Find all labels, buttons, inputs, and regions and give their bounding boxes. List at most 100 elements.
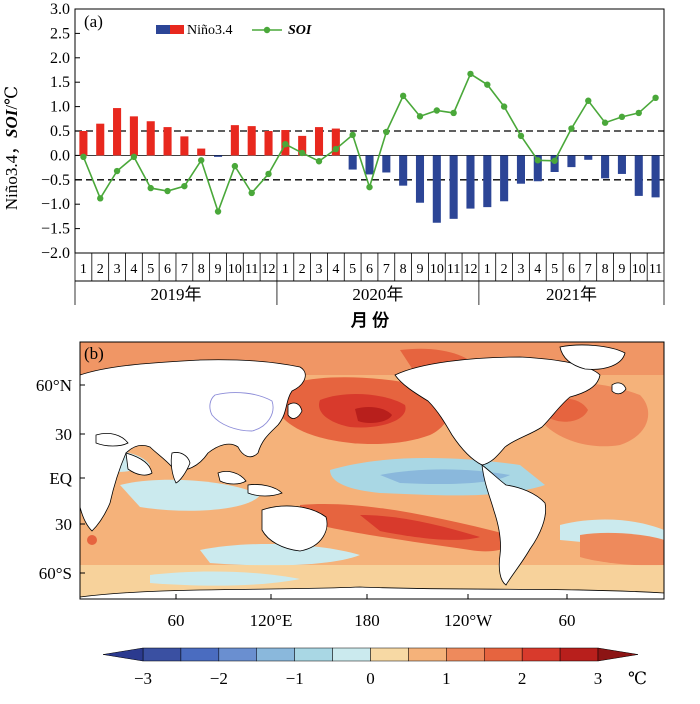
soi-point <box>568 125 575 132</box>
month-label: 9 <box>618 262 625 277</box>
soi-point <box>349 131 356 139</box>
month-label: 6 <box>366 262 373 277</box>
month-label: 9 <box>416 262 423 277</box>
month-label: 8 <box>602 262 609 277</box>
soi-point <box>80 153 87 161</box>
colorbar-high-arrow <box>597 647 639 662</box>
y-axis-title-part-c: /℃ <box>2 86 21 110</box>
soi-point <box>450 109 457 117</box>
month-label: 9 <box>215 262 222 277</box>
soi-point <box>517 132 525 140</box>
y-tick-label: −1.0 <box>41 196 70 213</box>
soi-point <box>181 182 188 190</box>
month-label: 6 <box>568 262 575 277</box>
y-tick-label: 2.0 <box>50 50 70 67</box>
soi-point <box>500 103 508 110</box>
panel-a-label: (a) <box>84 12 103 31</box>
nino34-bar <box>567 155 576 168</box>
month-label: 1 <box>80 262 87 277</box>
month-label: 3 <box>316 262 323 277</box>
legend-nino-swatch-pos <box>170 25 184 34</box>
longitude-label: 120°W <box>444 611 493 630</box>
colorbar-segment <box>408 647 447 662</box>
nino34-bar <box>264 131 273 156</box>
month-label: 10 <box>430 262 444 277</box>
colorbar-tick-label: −2 <box>210 669 228 688</box>
colorbar-tick-label: −1 <box>286 669 304 688</box>
month-label: 7 <box>181 262 188 277</box>
nino34-bar <box>516 155 525 184</box>
legend-soi-marker <box>263 26 271 34</box>
colorbar-tick-label: 3 <box>594 669 603 688</box>
panel-b-label: (b) <box>84 344 104 363</box>
month-label: 1 <box>484 262 491 277</box>
y-tick-label: −0.5 <box>41 172 70 189</box>
month-label: 12 <box>262 262 276 277</box>
soi-point <box>198 157 205 164</box>
nino34-bar <box>247 126 256 156</box>
nino34-bar <box>500 155 509 202</box>
nino34-bar <box>382 155 391 173</box>
nino34-bar <box>601 155 610 179</box>
month-label: 11 <box>245 262 258 277</box>
soi-point <box>652 94 659 102</box>
colorbar-tick-label: 0 <box>366 669 375 688</box>
soi-point <box>214 208 222 215</box>
soi-point <box>298 149 306 157</box>
month-label: 10 <box>632 262 646 277</box>
colorbar-segment <box>370 647 409 662</box>
colorbar-tick-label: 2 <box>518 669 527 688</box>
month-label: 2 <box>501 262 508 277</box>
month-label: 2 <box>299 262 306 277</box>
legend-nino-label: Niño3.4 <box>187 23 233 38</box>
soi-point <box>433 107 441 114</box>
y-tick-label: −1.5 <box>41 221 70 238</box>
nino34-bar <box>163 127 172 156</box>
colorbar-segment <box>521 647 561 662</box>
month-label: 1 <box>282 262 289 277</box>
y-tick-label: 3.0 <box>50 1 70 18</box>
colorbar-segment <box>256 647 295 662</box>
soi-point <box>551 157 558 164</box>
month-label: 3 <box>114 262 121 277</box>
colorbar-segment <box>446 647 485 662</box>
legend: Niño3.4 SOI <box>156 23 312 38</box>
plot-frame <box>74 8 665 254</box>
latitude-label: 60°N <box>36 376 72 395</box>
nino34-bar <box>449 155 458 219</box>
soi-point <box>534 157 541 164</box>
map-frame <box>79 341 665 600</box>
soi-point <box>383 128 390 136</box>
longitude-label: 180 <box>354 611 380 630</box>
nino34-bar <box>298 135 307 156</box>
nino34-bar <box>214 155 223 157</box>
longitude-label: 60 <box>559 611 576 630</box>
colorbar-segment <box>142 647 182 662</box>
nino34-bar <box>96 123 105 156</box>
nino34-bar <box>466 155 475 209</box>
soi-point <box>130 153 138 161</box>
y-tick-label: 1.0 <box>50 99 70 116</box>
soi-point <box>366 183 373 191</box>
colorbar-segment <box>559 647 599 662</box>
nino34-bar <box>314 127 324 156</box>
map-field <box>80 342 664 599</box>
year-label: 2019年 <box>150 285 201 304</box>
colorbar-unit: ℃ <box>628 669 647 688</box>
china-outline <box>209 392 274 432</box>
soi-point <box>315 158 323 165</box>
month-label: 4 <box>534 262 541 277</box>
month-label: 10 <box>228 262 242 277</box>
colorbar-low-arrow <box>102 647 144 662</box>
nino34-bar <box>180 136 189 156</box>
nino-soi-chart: (a) Niño3.4，SOI/℃ 3.02.52.01.51.00.50.0−… <box>2 1 665 330</box>
soi-line <box>80 70 659 215</box>
y-tick-label: −2.0 <box>41 245 70 262</box>
nino34-bar <box>617 155 626 174</box>
colorbar-segment <box>180 647 220 662</box>
nino34-bar <box>651 155 660 198</box>
nino34-bar <box>399 155 408 186</box>
nino34-bar <box>331 128 340 156</box>
soi-point <box>265 170 272 178</box>
colorbar-segment <box>218 647 257 662</box>
